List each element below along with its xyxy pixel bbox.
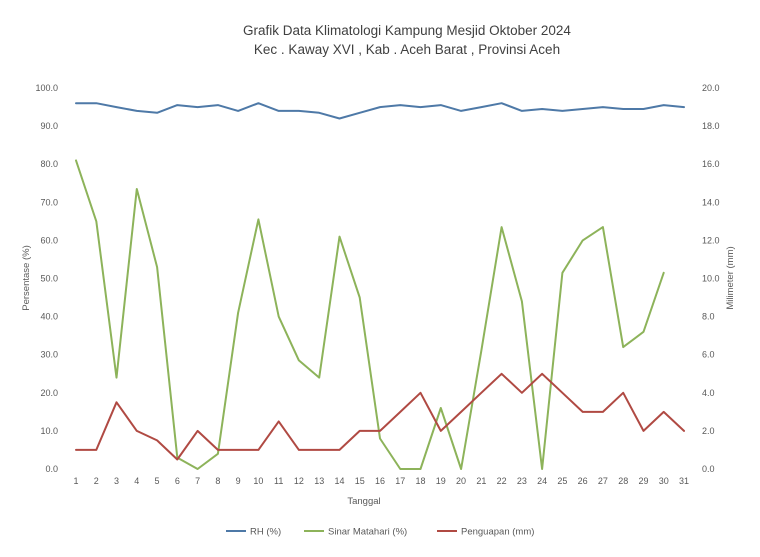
y-right-tick-label: 18.0 xyxy=(702,121,720,131)
y-left-tick-label: 60.0 xyxy=(40,235,58,245)
legend: RH (%) Sinar Matahari (%) Penguapan (mm) xyxy=(226,527,534,538)
x-tick-label: 23 xyxy=(517,476,527,486)
x-tick-label: 5 xyxy=(155,476,160,486)
y-left-tick-label: 20.0 xyxy=(40,388,58,398)
x-tick-label: 18 xyxy=(416,476,426,486)
x-tick-label: 16 xyxy=(375,476,385,486)
x-tick-label: 15 xyxy=(355,476,365,486)
chart-title-line-2: Kec . Kaway XVI , Kab . Aceh Barat , Pro… xyxy=(254,42,560,57)
x-tick-label: 31 xyxy=(679,476,689,486)
y-right-tick-label: 8.0 xyxy=(702,312,715,322)
x-tick-label: 28 xyxy=(618,476,628,486)
x-tick-label: 4 xyxy=(134,476,139,486)
x-tick-label: 19 xyxy=(436,476,446,486)
x-tick-label: 14 xyxy=(334,476,344,486)
x-tick-label: 30 xyxy=(659,476,669,486)
legend-label: Sinar Matahari (%) xyxy=(328,527,407,538)
y-right-tick-label: 14.0 xyxy=(702,197,720,207)
y-left-tick-label: 90.0 xyxy=(40,121,58,131)
y-right-tick-labels: 0.0 2.0 4.0 6.0 8.0 10.0 12.0 14.0 16.0 18.0 20.0 xyxy=(702,83,720,474)
x-tick-label: 6 xyxy=(175,476,180,486)
y-right-tick-label: 16.0 xyxy=(702,159,720,169)
y-left-tick-label: 0.0 xyxy=(45,464,58,474)
legend-label: Penguapan (mm) xyxy=(461,527,534,538)
x-tick-label: 13 xyxy=(314,476,324,486)
x-tick-label: 3 xyxy=(114,476,119,486)
series-line-2 xyxy=(75,159,665,470)
x-tick-label: 12 xyxy=(294,476,304,486)
y-left-tick-label: 80.0 xyxy=(40,159,58,169)
x-tick-label: 27 xyxy=(598,476,608,486)
x-axis-title: Tanggal xyxy=(347,496,380,507)
x-tick-label: 1 xyxy=(73,476,78,486)
y-left-tick-label: 40.0 xyxy=(40,312,58,322)
y-right-axis-title: Milimeter (mm) xyxy=(725,246,736,309)
y-right-tick-label: 10.0 xyxy=(702,274,720,284)
x-tick-label: 29 xyxy=(638,476,648,486)
chart-title-line-1: Grafik Data Klimatologi Kampung Mesjid O… xyxy=(243,23,571,38)
y-left-tick-label: 100.0 xyxy=(35,83,58,93)
y-left-tick-label: 10.0 xyxy=(40,426,58,436)
x-tick-label: 10 xyxy=(253,476,263,486)
series-line-1 xyxy=(75,102,685,120)
y-right-tick-label: 6.0 xyxy=(702,350,715,360)
y-right-tick-label: 12.0 xyxy=(702,235,720,245)
series-line-3 xyxy=(75,372,685,461)
y-left-tick-labels: 0.0 10.0 20.0 30.0 40.0 50.0 60.0 70.0 80.0 90.0 1… xyxy=(35,83,58,474)
x-tick-label: 17 xyxy=(395,476,405,486)
y-right-tick-label: 0.0 xyxy=(702,464,715,474)
y-left-axis-title: Persentase (%) xyxy=(21,245,32,310)
x-tick-label: 7 xyxy=(195,476,200,486)
x-tick-label: 20 xyxy=(456,476,466,486)
y-left-tick-label: 50.0 xyxy=(40,274,58,284)
legend-label: RH (%) xyxy=(250,527,281,538)
x-tick-label: 26 xyxy=(578,476,588,486)
y-left-tick-label: 70.0 xyxy=(40,197,58,207)
y-left-tick-label: 30.0 xyxy=(40,350,58,360)
x-tick-label: 2 xyxy=(94,476,99,486)
y-right-tick-label: 20.0 xyxy=(702,83,720,93)
x-tick-label: 8 xyxy=(215,476,220,486)
x-tick-label: 22 xyxy=(497,476,507,486)
x-tick-label: 25 xyxy=(557,476,567,486)
y-right-tick-label: 4.0 xyxy=(702,388,715,398)
x-tick-label: 9 xyxy=(236,476,241,486)
series-lines xyxy=(75,102,685,470)
x-tick-label: 21 xyxy=(476,476,486,486)
y-right-tick-label: 2.0 xyxy=(702,426,715,436)
x-tick-label: 24 xyxy=(537,476,547,486)
x-tick-labels: 1 2 3 4 5 6 7 8 9 10 11 12 13 14 15 16 17 18 19 20 21 22 23 24 2… xyxy=(73,476,689,486)
x-tick-label: 11 xyxy=(274,476,283,486)
